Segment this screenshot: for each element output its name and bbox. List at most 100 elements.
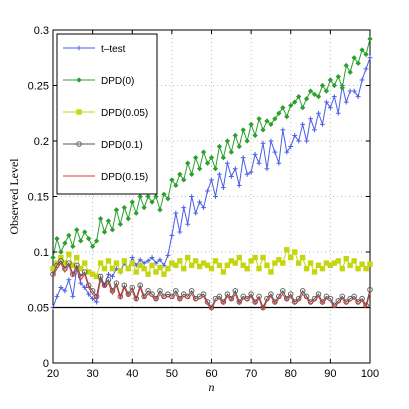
series-point <box>224 262 231 269</box>
series-point <box>307 260 314 266</box>
series-point <box>264 166 270 172</box>
legend-label: DPD(0) <box>101 76 134 87</box>
series-point <box>291 99 298 105</box>
series-point <box>157 207 163 213</box>
series-point <box>77 238 84 244</box>
series-point <box>70 294 76 299</box>
legend-label: DPD(0.15) <box>101 172 148 183</box>
series-point <box>288 254 294 261</box>
series-point <box>323 88 330 94</box>
series-point <box>205 188 210 194</box>
series-point <box>109 227 116 233</box>
series-point <box>94 299 99 305</box>
series-point <box>185 221 191 227</box>
series-point <box>264 262 270 269</box>
series-point <box>319 82 326 89</box>
series-point <box>157 257 163 263</box>
series-point <box>224 138 231 144</box>
series-point <box>78 280 84 286</box>
legend-swatch-marker <box>76 109 82 115</box>
y-tick-label: 0.1 <box>34 247 49 259</box>
series-point <box>106 271 111 277</box>
series-point <box>299 288 306 294</box>
series-point <box>97 260 104 266</box>
y-tick-label: 0 <box>43 358 49 370</box>
series-group <box>50 36 373 312</box>
series-point <box>324 99 329 105</box>
series-point <box>62 240 68 246</box>
series-point <box>105 258 112 264</box>
series-point <box>339 84 346 91</box>
series-0 <box>50 55 373 310</box>
series-point <box>58 254 64 261</box>
series-point <box>240 155 246 161</box>
series-point <box>125 215 132 222</box>
series-point <box>169 232 175 238</box>
legend-label: t–test <box>101 44 126 55</box>
series-point <box>351 54 357 61</box>
series-point <box>105 218 112 224</box>
series-point <box>276 257 282 263</box>
series-point <box>284 149 290 155</box>
series-point <box>82 285 88 290</box>
series-point <box>141 204 147 211</box>
series-point <box>268 138 274 144</box>
series-point <box>244 171 250 177</box>
series-point <box>220 269 227 275</box>
x-axis-title: n <box>209 380 215 394</box>
series-point <box>145 258 151 264</box>
series-point <box>315 93 322 100</box>
series-point <box>280 260 286 266</box>
series-point <box>90 296 96 302</box>
series-point <box>93 273 100 280</box>
series-point <box>129 199 136 205</box>
series-point <box>110 274 115 279</box>
series-point <box>320 121 325 127</box>
series-point <box>260 140 266 146</box>
series-point <box>355 60 361 67</box>
series-point <box>121 258 128 264</box>
series-point <box>327 105 333 111</box>
series-point <box>149 255 155 260</box>
series-point <box>165 195 171 202</box>
legend-item: DPD(0) <box>63 76 134 87</box>
series-point <box>252 254 258 261</box>
series-point <box>145 288 151 294</box>
series-point <box>276 160 282 166</box>
series-point <box>208 154 215 161</box>
series-point <box>113 260 120 266</box>
series-point <box>268 269 274 275</box>
series-point <box>66 251 72 257</box>
legend-item: DPD(0.05) <box>63 108 148 119</box>
series-point <box>93 238 100 244</box>
series-point <box>181 265 187 272</box>
series-point <box>74 254 80 261</box>
series-point <box>212 258 219 264</box>
series-point <box>319 265 326 272</box>
series-point <box>54 294 60 299</box>
series-point <box>228 174 234 179</box>
series-point <box>204 160 211 166</box>
series-point <box>165 252 171 258</box>
series-point <box>260 127 266 133</box>
series-point <box>200 149 207 155</box>
series-point <box>343 99 349 105</box>
x-tick-label: 100 <box>361 368 379 380</box>
series-point <box>232 132 239 139</box>
series-point <box>311 269 318 275</box>
series-point <box>280 104 286 111</box>
series-point <box>216 143 223 150</box>
series-point <box>204 262 211 269</box>
series-point <box>272 260 278 266</box>
series-point <box>295 260 302 266</box>
series-point <box>280 288 286 294</box>
legend-swatch-marker <box>76 141 82 147</box>
series-point <box>165 265 171 272</box>
series-point <box>105 277 112 283</box>
series-point <box>232 288 239 294</box>
series-point <box>240 262 246 269</box>
series-point <box>367 286 373 293</box>
series-point <box>359 77 365 83</box>
x-tick-label: 20 <box>47 368 59 380</box>
